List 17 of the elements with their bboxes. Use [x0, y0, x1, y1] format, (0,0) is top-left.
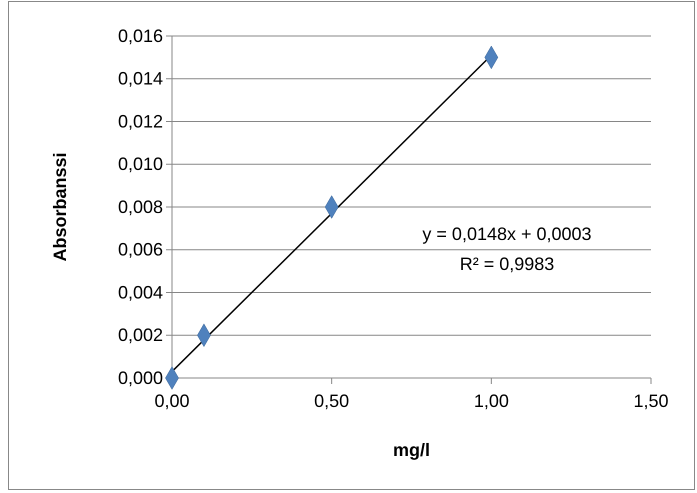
x-tick-label: 0,50 [314, 390, 350, 411]
y-tick-label: 0,000 [118, 368, 163, 388]
x-tick-label: 1,50 [633, 390, 669, 411]
y-tick-label: 0,014 [118, 68, 163, 89]
x-tick-label: 0,00 [154, 390, 190, 411]
y-axis-title: Absorbanssi [50, 152, 70, 262]
y-tick-label: 0,016 [118, 26, 163, 46]
y-tick-label: 0,006 [118, 240, 163, 260]
y-tick-label: 0,008 [118, 196, 163, 217]
y-tick-label: 0,002 [118, 325, 163, 346]
y-tick-label: 0,004 [118, 282, 163, 302]
annotation: y = 0,0148x + 0,0003 [422, 224, 592, 244]
y-tick-label: 0,010 [118, 154, 163, 174]
annotation: R² = 0,9983 [460, 254, 554, 274]
y-tick-label: 0,012 [118, 111, 163, 132]
x-axis-title: mg/l [392, 440, 430, 460]
x-tick-label: 1,00 [474, 390, 509, 411]
